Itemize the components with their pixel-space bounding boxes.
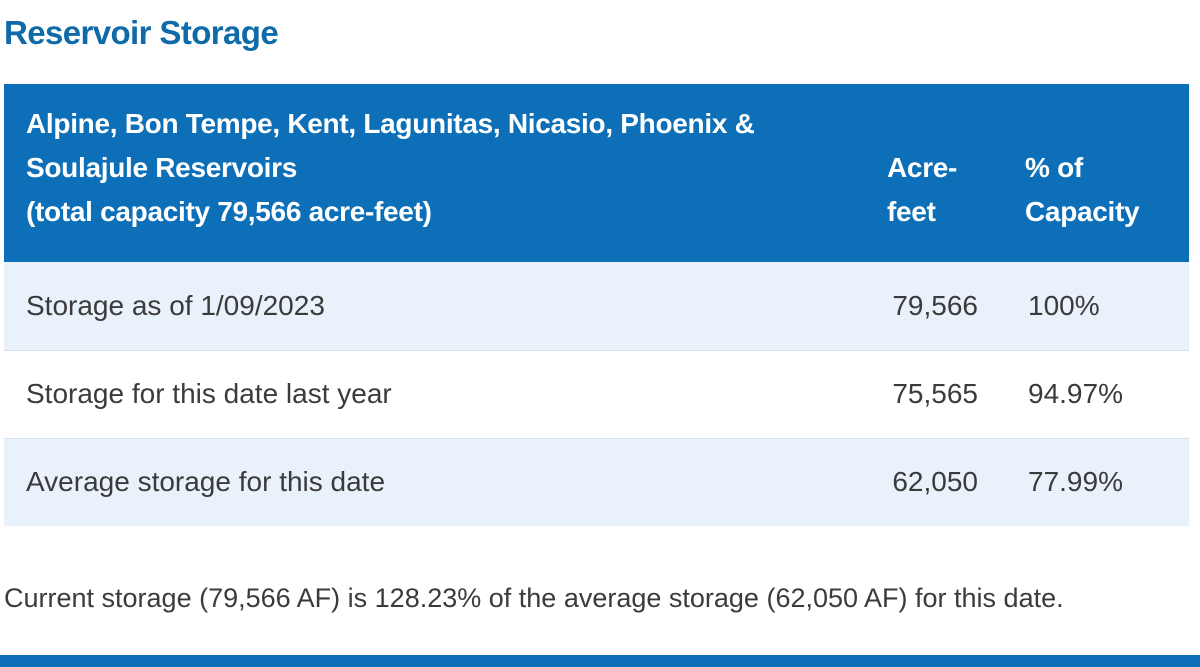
row-label: Storage for this date last year — [4, 349, 862, 438]
row-percent: 77.99% — [1002, 437, 1189, 526]
table-row: Average storage for this date 62,050 77.… — [4, 437, 1189, 526]
table-body: Storage as of 1/09/2023 79,566 100% Stor… — [4, 262, 1189, 526]
percent-capacity-header: % of Capacity — [1002, 84, 1189, 262]
row-acre-feet: 62,050 — [862, 437, 1002, 526]
acre-feet-header-line-1: Acre- — [887, 152, 958, 183]
row-percent: 94.97% — [1002, 349, 1189, 438]
storage-summary: Current storage (79,566 AF) is 128.23% o… — [4, 583, 1064, 613]
row-label: Average storage for this date — [4, 437, 862, 526]
bottom-bar — [0, 655, 1200, 667]
capacity-header-line: (total capacity 79,566 acre-feet) — [26, 196, 432, 227]
reservoir-storage-table: Alpine, Bon Tempe, Kent, Lagunitas, Nica… — [4, 84, 1189, 526]
acre-feet-header-line-2: feet — [887, 196, 936, 227]
table-row: Storage as of 1/09/2023 79,566 100% — [4, 262, 1189, 350]
reservoirs-header-line-2: Soulajule Reservoirs — [26, 152, 298, 183]
reservoirs-header: Alpine, Bon Tempe, Kent, Lagunitas, Nica… — [4, 84, 862, 262]
table-header: Alpine, Bon Tempe, Kent, Lagunitas, Nica… — [4, 84, 1189, 262]
table-row: Storage for this date last year 75,565 9… — [4, 349, 1189, 438]
acre-feet-header: Acre- feet — [862, 84, 1002, 262]
row-percent: 100% — [1028, 289, 1100, 321]
row-acre-feet: 75,565 — [862, 349, 1002, 438]
header-row: Alpine, Bon Tempe, Kent, Lagunitas, Nica… — [4, 84, 1189, 262]
percent-header-line-1: % of — [1025, 152, 1083, 183]
page-title: Reservoir Storage — [4, 14, 279, 51]
percent-header-line-2: Capacity — [1025, 196, 1140, 227]
reservoirs-header-line-1: Alpine, Bon Tempe, Kent, Lagunitas, Nica… — [26, 108, 755, 139]
row-label: Storage as of 1/09/2023 — [26, 289, 325, 321]
row-acre-feet: 79,566 — [892, 289, 978, 321]
